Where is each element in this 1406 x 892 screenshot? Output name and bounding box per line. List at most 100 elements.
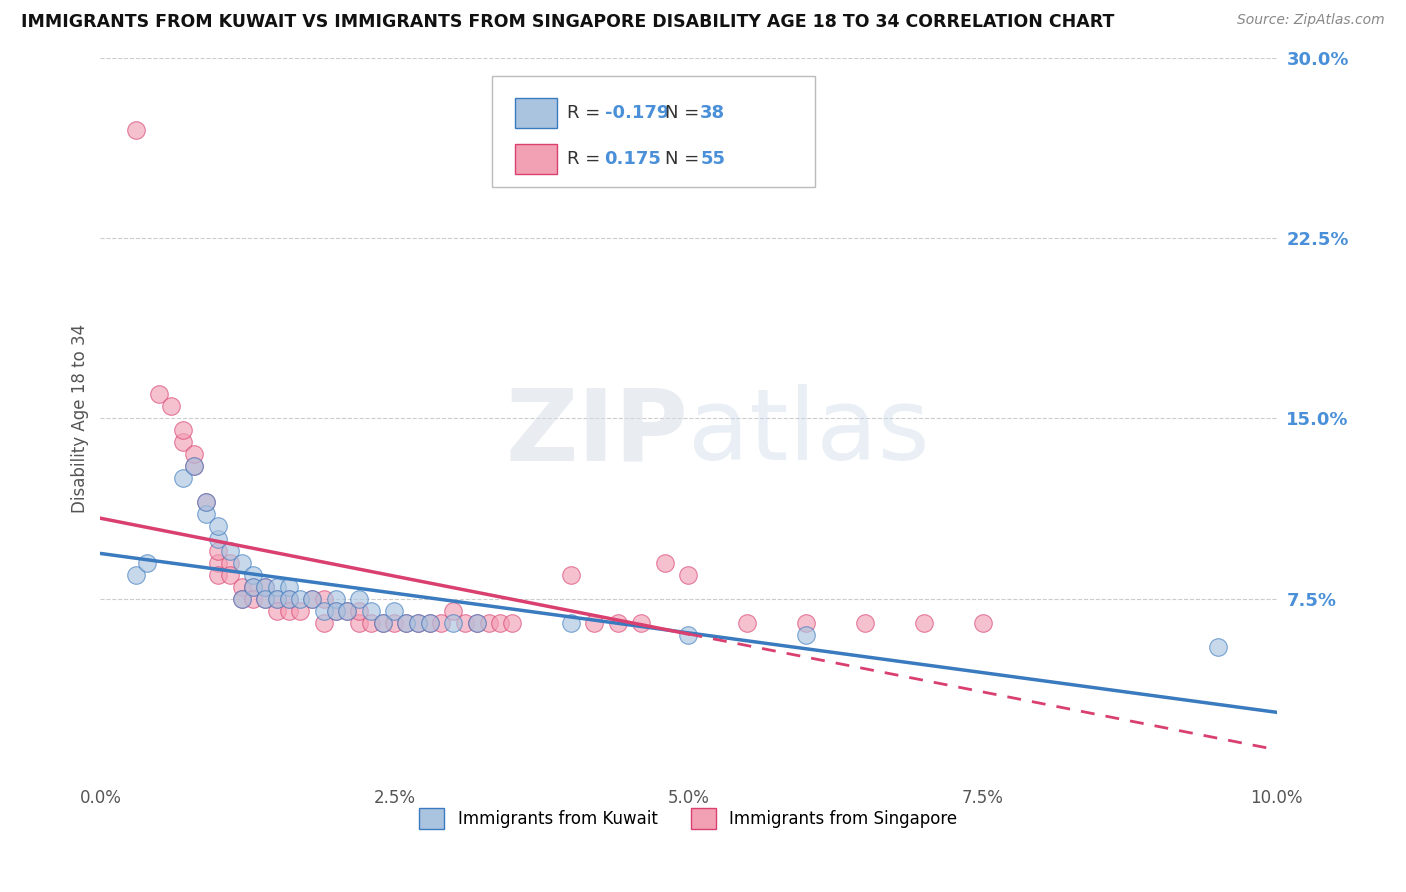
Point [347,591,370,606]
Point [277,591,299,606]
Point [406,615,429,630]
Legend: Immigrants from Kuwait, Immigrants from Singapore: Immigrants from Kuwait, Immigrants from … [413,802,965,836]
Point [266,591,288,606]
Point [266,604,288,618]
Point [218,543,240,558]
Point [441,615,464,630]
Point [195,495,218,509]
Point [301,591,323,606]
Point [395,615,418,630]
Point [419,615,441,630]
Point [207,519,229,533]
Point [242,567,264,582]
Point [419,615,441,630]
Point [266,580,288,594]
Point [290,591,312,606]
Point [371,615,394,630]
Point [489,615,512,630]
Point [360,604,382,618]
Point [312,591,335,606]
Text: -0.179: -0.179 [605,103,669,122]
Point [384,604,406,618]
Point [124,567,146,582]
Point [183,459,205,474]
Point [242,580,264,594]
Point [794,615,817,630]
Text: R =: R = [567,103,606,122]
Point [678,567,700,582]
Point [242,580,264,594]
Text: 0.175: 0.175 [605,150,661,168]
Point [912,615,935,630]
Point [124,123,146,137]
Text: N =: N = [665,150,704,168]
Point [301,591,323,606]
Point [325,604,347,618]
Point [312,604,335,618]
Point [360,615,382,630]
Point [430,615,453,630]
Point [160,399,183,413]
Text: atlas: atlas [689,384,931,481]
Point [371,615,394,630]
Text: N =: N = [665,103,704,122]
Point [207,543,229,558]
Point [136,556,159,570]
Point [336,604,359,618]
Point [312,615,335,630]
Point [325,604,347,618]
Point [183,447,205,461]
Point [183,459,205,474]
Point [253,591,276,606]
Point [630,615,652,630]
Point [242,591,264,606]
Text: IMMIGRANTS FROM KUWAIT VS IMMIGRANTS FROM SINGAPORE DISABILITY AGE 18 TO 34 CORR: IMMIGRANTS FROM KUWAIT VS IMMIGRANTS FRO… [21,13,1115,31]
Point [253,580,276,594]
Point [195,508,218,522]
Point [218,556,240,570]
Point [148,387,170,401]
Text: R =: R = [567,150,606,168]
Point [560,567,582,582]
Point [172,471,194,485]
Point [384,615,406,630]
Point [253,591,276,606]
Point [277,580,299,594]
Point [794,628,817,642]
Point [172,435,194,450]
Point [290,604,312,618]
Point [336,604,359,618]
Point [218,567,240,582]
Point [406,615,429,630]
Point [277,591,299,606]
Point [560,615,582,630]
Point [207,556,229,570]
Point [231,591,253,606]
Point [853,615,876,630]
Point [277,604,299,618]
Point [972,615,994,630]
Point [1206,640,1229,654]
Text: 38: 38 [700,103,725,122]
Point [465,615,488,630]
Point [231,591,253,606]
Point [266,591,288,606]
Point [454,615,477,630]
Point [583,615,606,630]
Text: 55: 55 [700,150,725,168]
Point [325,591,347,606]
Point [195,495,218,509]
Point [678,628,700,642]
Point [606,615,628,630]
Point [395,615,418,630]
Text: ZIP: ZIP [506,384,689,481]
Point [231,580,253,594]
Point [207,532,229,546]
Y-axis label: Disability Age 18 to 34: Disability Age 18 to 34 [72,324,89,513]
Text: Source: ZipAtlas.com: Source: ZipAtlas.com [1237,13,1385,28]
Point [231,556,253,570]
Point [347,604,370,618]
Point [172,423,194,437]
Point [253,580,276,594]
Point [654,556,676,570]
